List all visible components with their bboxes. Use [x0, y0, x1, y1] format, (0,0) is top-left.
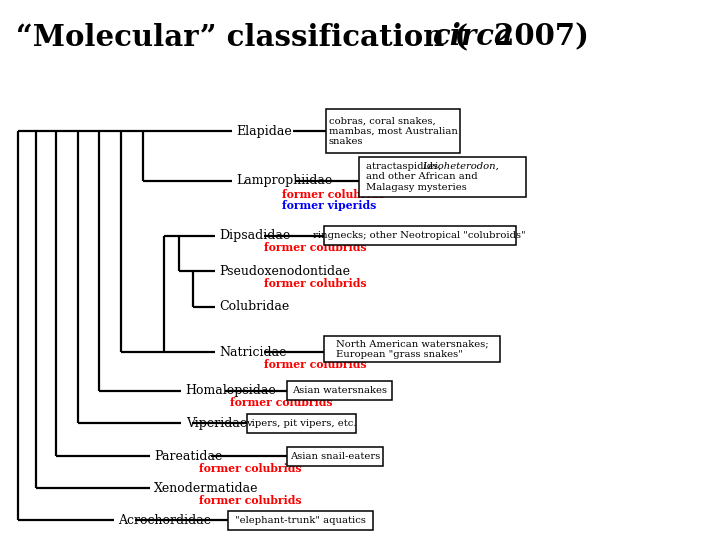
- Text: former viperids: former viperids: [282, 200, 377, 211]
- FancyBboxPatch shape: [326, 109, 460, 153]
- Text: Asian watersnakes: Asian watersnakes: [292, 386, 387, 395]
- FancyBboxPatch shape: [247, 414, 356, 433]
- Text: Asian snail-eaters: Asian snail-eaters: [289, 452, 380, 461]
- Text: Natricidae: Natricidae: [219, 346, 287, 359]
- Text: atractaspidids,: atractaspidids,: [366, 162, 444, 171]
- Text: ringnecks; other Neotropical "colubroids": ringnecks; other Neotropical "colubroids…: [313, 231, 526, 240]
- Text: former colubrids: former colubrids: [230, 397, 333, 408]
- FancyBboxPatch shape: [287, 447, 383, 466]
- Text: North American watersnakes;
European "grass snakes": North American watersnakes; European "gr…: [336, 340, 488, 359]
- Text: former colubrids: former colubrids: [199, 495, 302, 506]
- Text: "elephant-trunk" aquatics: "elephant-trunk" aquatics: [235, 516, 366, 525]
- FancyBboxPatch shape: [359, 157, 526, 197]
- Text: Leioheterodon,: Leioheterodon,: [422, 162, 499, 171]
- Text: vipers, pit vipers, etc.: vipers, pit vipers, etc.: [246, 419, 357, 428]
- Text: Viperidae: Viperidae: [186, 417, 247, 430]
- Text: circa: circa: [432, 22, 513, 51]
- Text: “Molecular” classification (: “Molecular” classification (: [16, 22, 468, 51]
- Text: former colubrids: former colubrids: [264, 242, 366, 253]
- Text: former colubrids: former colubrids: [264, 359, 366, 370]
- FancyBboxPatch shape: [228, 511, 373, 530]
- Text: Acrochordidae: Acrochordidae: [118, 514, 211, 526]
- Text: Xenodermatidae: Xenodermatidae: [154, 482, 258, 495]
- FancyBboxPatch shape: [324, 226, 516, 246]
- FancyBboxPatch shape: [324, 336, 500, 362]
- Text: former colubrids: former colubrids: [282, 189, 385, 200]
- Text: Homalopsidae: Homalopsidae: [186, 384, 276, 397]
- Text: Lamprophiidae: Lamprophiidae: [236, 174, 333, 187]
- Text: former colubrids: former colubrids: [264, 278, 366, 289]
- Text: Colubridae: Colubridae: [219, 300, 289, 314]
- Text: and other African and: and other African and: [366, 172, 477, 181]
- Text: Elapidae: Elapidae: [236, 125, 292, 138]
- Text: Pseudoxenodontidae: Pseudoxenodontidae: [219, 265, 350, 278]
- Text: 2007): 2007): [484, 22, 589, 51]
- Text: former colubrids: former colubrids: [199, 463, 302, 474]
- Text: Malagasy mysteries: Malagasy mysteries: [366, 183, 467, 192]
- Text: Dipsadidae: Dipsadidae: [219, 229, 290, 242]
- Text: Pareatidae: Pareatidae: [154, 450, 222, 463]
- Text: cobras, coral snakes,
mambas, most Australian
snakes: cobras, coral snakes, mambas, most Austr…: [329, 117, 457, 146]
- FancyBboxPatch shape: [287, 381, 392, 400]
